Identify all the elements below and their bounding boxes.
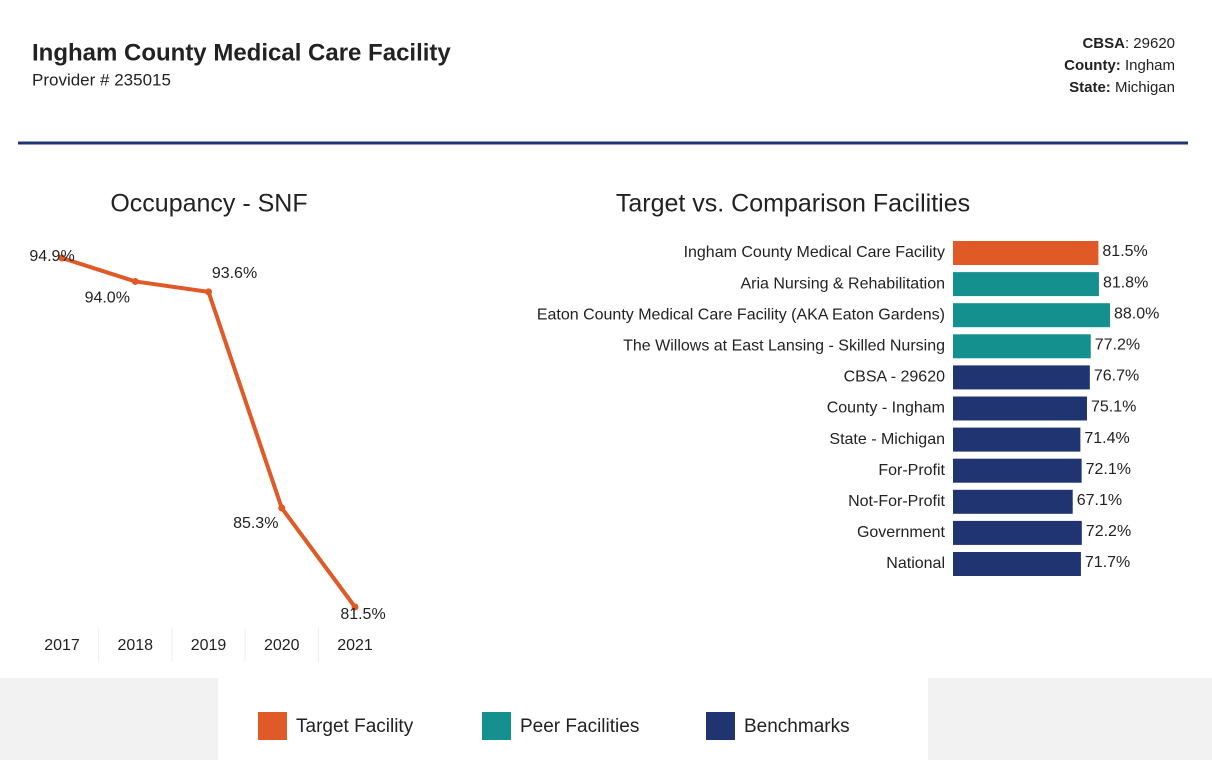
vertex [131,277,139,285]
bar [953,241,1099,265]
vertex [58,254,66,262]
legend-swatch [706,712,735,740]
info-label: CBSA [1082,35,1125,52]
legend-label: Peer Facilities [520,716,639,737]
vertex [205,288,212,296]
bar [953,365,1090,390]
value-label: 88.0% [1114,305,1159,322]
provider: Provider # 235015 [32,70,171,89]
value-label: 77.2% [1095,337,1140,354]
x-tick-label: 2021 [337,637,373,654]
category-label: For-Profit [878,462,945,479]
info-value: Michigan [1111,79,1175,96]
category-label: Not-For-Profit [848,493,945,510]
vertex [351,603,359,611]
chart-title: Occupancy - SNF [110,190,307,218]
category-label: The Willows at East Lansing - Skilled Nu… [623,338,945,355]
info-value: : 29620 [1125,35,1175,52]
bar [953,396,1087,421]
category-label: Aria Nursing & Rehabilitation [740,275,945,292]
bar [953,427,1081,452]
info-line: CBSA: 29620 [1082,35,1175,52]
x-tick-label: 2020 [264,637,300,654]
x-tick-label: 2017 [44,637,80,654]
category-label: Eaton County Medical Care Facility (AKA … [537,306,945,323]
value-label: 72.2% [1086,523,1131,540]
bar [953,520,1082,545]
value-label: 76.7% [1094,368,1139,385]
value-label: 94.0% [85,290,130,307]
category-label: Government [857,524,946,541]
value-label: 94.9% [29,248,74,265]
footer-bg-left [0,678,218,760]
legend-label: Target Facility [296,716,414,737]
value-label: 72.1% [1086,461,1131,478]
info-line: State: Michigan [1069,79,1175,96]
vertex [278,504,286,512]
info-label: State: [1069,79,1111,96]
footer-bg-right [928,678,1212,760]
value-label: 75.1% [1091,399,1136,416]
info-line: County: Ingham [1064,57,1175,74]
value-label: 71.4% [1084,430,1129,447]
legend-swatch [482,712,511,740]
bar [953,272,1099,297]
bar [953,303,1110,328]
value-label: 81.5% [340,606,385,623]
value-label: 71.7% [1085,554,1130,571]
bar [953,334,1091,359]
page-title: Ingham County Medical Care Facility [32,39,451,66]
category-label: CBSA - 29620 [844,369,946,386]
category-label: Ingham County Medical Care Facility [684,244,945,261]
x-tick-label: 2019 [191,637,227,654]
info-value: Ingham [1121,57,1175,74]
bar [953,489,1073,514]
category-label: National [886,555,945,572]
value-label: 81.5% [1102,243,1147,260]
chart-title: Target vs. Comparison Facilities [616,190,970,218]
info-label: County: [1064,57,1121,74]
category-label: State - Michigan [829,431,945,448]
legend-label: Benchmarks [744,716,850,737]
value-label: 67.1% [1077,492,1122,509]
category-label: County - Ingham [827,400,945,417]
value-label: 85.3% [233,515,278,532]
legend-swatch [258,712,287,740]
value-label: 93.6% [212,265,257,282]
value-label: 81.8% [1103,274,1148,291]
bar [953,458,1082,483]
x-tick-label: 2018 [117,637,153,654]
bar [953,552,1081,576]
